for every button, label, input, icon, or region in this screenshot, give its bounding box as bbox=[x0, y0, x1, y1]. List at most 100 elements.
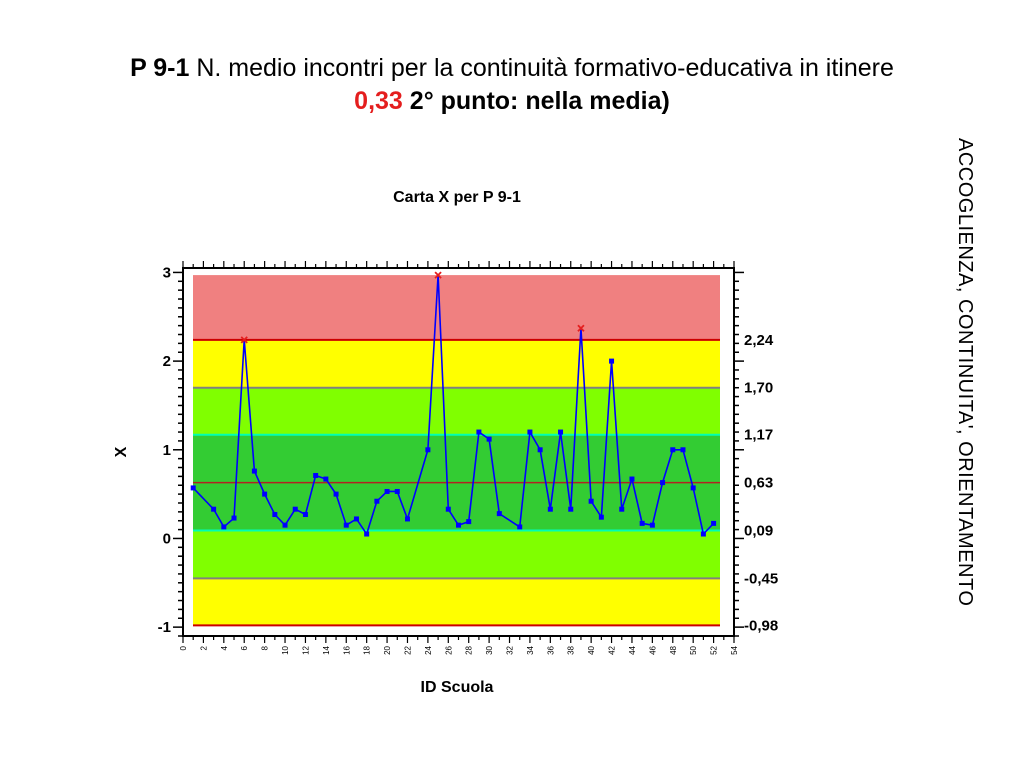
x-tick-label: 48 bbox=[669, 645, 678, 654]
x-tick-label: 12 bbox=[301, 645, 310, 654]
data-point bbox=[690, 485, 696, 491]
limit-value-labels: 2,24 1,70 1,17 0,63 0,09 -0,45 -0,98 bbox=[744, 332, 778, 635]
data-point bbox=[639, 520, 645, 526]
x-tick-label: 6 bbox=[240, 645, 249, 650]
zone-above-ucl bbox=[193, 275, 720, 340]
data-point bbox=[323, 476, 329, 482]
data-point bbox=[609, 358, 615, 364]
data-point bbox=[211, 506, 217, 512]
data-point bbox=[700, 531, 706, 537]
data-point bbox=[364, 531, 370, 537]
data-point bbox=[466, 519, 472, 525]
chart-title: Carta X per P 9-1 bbox=[393, 189, 521, 206]
data-point bbox=[496, 511, 502, 517]
data-point bbox=[629, 476, 635, 482]
limit-label: -0,45 bbox=[744, 570, 778, 587]
limit-label: 1,17 bbox=[744, 427, 773, 444]
x-tick-label: 46 bbox=[648, 645, 657, 654]
side-section-label: ACCOGLIENZA, CONTINUITA', ORIENTAMENTO bbox=[954, 138, 976, 607]
x-tick-label: 10 bbox=[281, 645, 290, 654]
out-of-control-point bbox=[577, 324, 585, 332]
title-value-note: 2° punto: nella media) bbox=[409, 87, 670, 115]
title-code: P 9-1 bbox=[130, 54, 190, 82]
data-point bbox=[486, 436, 492, 442]
data-point bbox=[445, 506, 451, 512]
data-point bbox=[537, 447, 543, 453]
x-tick-label: 40 bbox=[587, 645, 596, 654]
x-axis-label: ID Scuola bbox=[421, 679, 494, 696]
data-point bbox=[670, 447, 676, 453]
x-tick-label: 14 bbox=[322, 645, 331, 654]
data-point bbox=[374, 498, 380, 504]
y-tick-label: 3 bbox=[163, 264, 171, 281]
x-tick-label: 22 bbox=[403, 645, 412, 654]
zone-lower-2-3sigma bbox=[193, 578, 720, 626]
data-point bbox=[262, 491, 268, 497]
zone-upper-1-2sigma bbox=[193, 387, 720, 435]
x-tick-label: 0 bbox=[179, 645, 188, 650]
axis-ticks bbox=[173, 261, 744, 643]
data-point bbox=[384, 488, 390, 494]
x-tick-label: 34 bbox=[526, 645, 535, 654]
x-tick-label: 38 bbox=[567, 645, 576, 654]
x-tick-label: 8 bbox=[261, 645, 270, 650]
x-tick-label: 24 bbox=[424, 645, 433, 654]
x-tick-label: 18 bbox=[363, 645, 372, 654]
x-tick-label: 50 bbox=[689, 645, 698, 654]
data-point bbox=[313, 472, 319, 478]
control-zones bbox=[193, 275, 720, 626]
data-point bbox=[649, 522, 655, 528]
x-tick-label: 30 bbox=[485, 645, 494, 654]
title-text: N. medio incontri per la continuità form… bbox=[196, 54, 894, 82]
x-tick-label: 32 bbox=[506, 645, 515, 654]
data-point bbox=[619, 506, 625, 512]
limit-label: 1,70 bbox=[744, 380, 773, 397]
x-tick-label: 54 bbox=[730, 645, 739, 654]
out-of-control-point bbox=[434, 271, 442, 279]
x-axis-tick-labels: 0 2 4 6 8 10 12 14 16 18 20 22 24 26 28 30 32 34 36 38 40 42 4… bbox=[179, 645, 739, 654]
data-point bbox=[343, 522, 349, 528]
control-limit-lines bbox=[193, 338, 720, 627]
y-axis-label: X bbox=[113, 446, 130, 457]
data-point bbox=[353, 516, 359, 522]
y-axis-tick-labels: -1 0 1 2 3 bbox=[158, 264, 171, 636]
x-tick-label: 42 bbox=[608, 645, 617, 654]
data-point bbox=[302, 512, 308, 518]
data-point bbox=[598, 514, 604, 520]
data-point bbox=[190, 485, 196, 491]
data-point bbox=[660, 480, 666, 486]
zone-upper-2-3sigma bbox=[193, 339, 720, 388]
y-tick-label: -1 bbox=[158, 619, 171, 636]
data-point bbox=[568, 506, 574, 512]
x-tick-label: 44 bbox=[628, 645, 637, 654]
data-point bbox=[517, 524, 523, 530]
data-point bbox=[680, 447, 686, 453]
slide-title-line1: P 9-1 N. medio incontri per la continuit… bbox=[0, 52, 1024, 85]
y-tick-label: 0 bbox=[163, 530, 171, 547]
x-tick-label: 26 bbox=[444, 645, 453, 654]
limit-label: 0,09 bbox=[744, 522, 773, 539]
data-point bbox=[456, 522, 461, 528]
slide-title-line2: 0,33 2° punto: nella media) bbox=[0, 85, 1024, 118]
data-point bbox=[251, 468, 257, 474]
series-x bbox=[190, 271, 717, 537]
data-point bbox=[333, 491, 339, 497]
data-point bbox=[558, 429, 564, 435]
x-tick-label: 4 bbox=[220, 645, 229, 650]
data-point bbox=[394, 488, 400, 494]
data-point bbox=[425, 447, 431, 453]
y-tick-label: 1 bbox=[163, 442, 171, 459]
data-point bbox=[547, 506, 553, 512]
data-point bbox=[404, 516, 410, 522]
data-point bbox=[272, 512, 278, 518]
data-point bbox=[221, 524, 227, 530]
x-tick-label: 2 bbox=[199, 645, 208, 650]
data-point bbox=[588, 498, 594, 504]
data-point bbox=[527, 429, 533, 435]
y-tick-label: 2 bbox=[163, 353, 171, 370]
data-point bbox=[231, 515, 237, 521]
limit-label: 2,24 bbox=[744, 332, 774, 349]
slide-title: P 9-1 N. medio incontri per la continuit… bbox=[0, 52, 1024, 118]
data-point bbox=[292, 506, 298, 512]
